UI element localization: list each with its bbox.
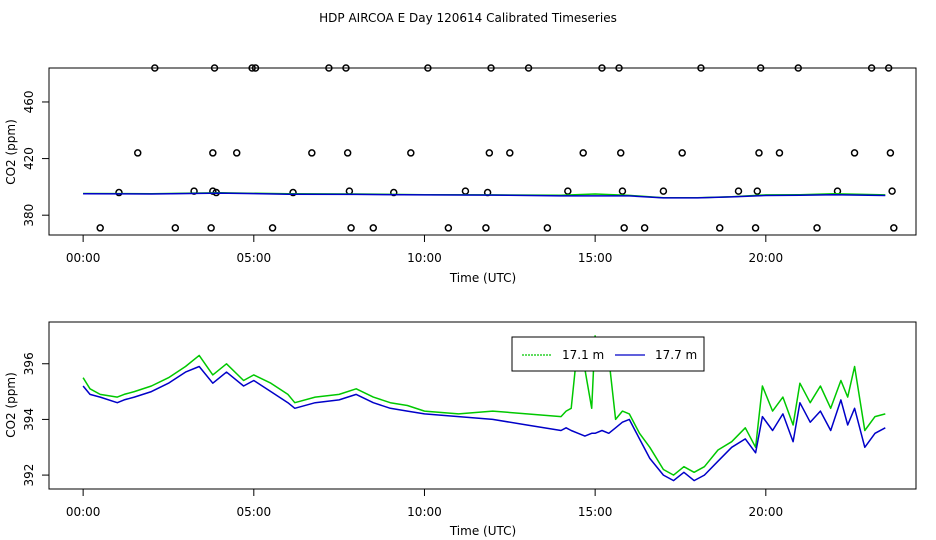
figure-title: HDP AIRCOA E Day 120614 Calibrated Times… — [319, 11, 617, 25]
calibration-point — [325, 64, 333, 72]
calibration-point — [308, 149, 316, 157]
y-tick-label: 396 — [22, 352, 36, 375]
calibration-point — [678, 149, 686, 157]
calibration-point — [133, 149, 142, 157]
legend-box — [511, 336, 705, 372]
calibration-point — [209, 187, 217, 195]
calibration-point — [232, 149, 241, 157]
y-tick-label: 394 — [22, 408, 36, 431]
calibration-point — [251, 64, 260, 72]
calibration-point — [390, 188, 398, 197]
calibration-point — [794, 64, 802, 72]
series-line-17-7-m — [83, 192, 886, 199]
calibration-point — [343, 149, 352, 157]
calibration-scatter-panel: 00:00 05:00 10:00 15:00 20:00 380 420 460 Time… — [4, 64, 917, 285]
calibration-point — [424, 64, 432, 72]
x-tick-label: 10:00 — [407, 251, 442, 265]
calibration-point — [564, 187, 572, 195]
x-axis-label-1: Time (UTC) — [449, 271, 516, 285]
calibration-point — [207, 224, 215, 232]
calibration-point — [888, 187, 896, 195]
calibration-point — [171, 224, 180, 232]
co2-timeseries-panel: 00:00 05:00 10:00 15:00 20:00 392 394 396 Time… — [4, 321, 917, 538]
calibration-point — [506, 149, 514, 157]
calibration-point — [342, 64, 350, 72]
calibration-point — [850, 149, 859, 157]
calibration-point — [640, 224, 649, 232]
calibration-point — [461, 187, 470, 195]
y-axis-label-2: CO2 (ppm) — [4, 372, 18, 438]
calibration-point — [210, 64, 219, 72]
calibration-point — [715, 224, 724, 232]
x-tick-label: 05:00 — [237, 251, 272, 265]
calibration-point — [444, 224, 453, 232]
x-tick-label: 20:00 — [749, 251, 784, 265]
calibration-point — [115, 188, 123, 197]
x-tick-label: 10:00 — [407, 505, 442, 519]
legend-label-17-1m: 17.1 m — [562, 348, 604, 362]
calibration-point — [751, 224, 760, 232]
calibration-point — [579, 149, 587, 157]
calibration-point — [697, 64, 705, 72]
calibration-point — [620, 224, 628, 232]
y-tick-label: 420 — [22, 147, 36, 170]
calibration-point — [347, 224, 355, 232]
plot-frame-1 — [48, 67, 917, 236]
legend-label-17-7m: 17.7 m — [655, 348, 697, 362]
series-line-17-7-m — [82, 365, 886, 482]
x-tick-label: 00:00 — [66, 505, 101, 519]
calibration-point — [289, 188, 297, 197]
calibration-point — [867, 64, 876, 72]
calibration-point — [543, 224, 552, 232]
calibration-point — [248, 64, 256, 72]
calibration-point — [96, 224, 104, 232]
calibration-point — [753, 187, 762, 195]
calibration-point — [886, 149, 895, 157]
calibration-point — [268, 224, 277, 232]
x-tick-label: 15:00 — [578, 505, 613, 519]
y-tick-label: 392 — [22, 464, 36, 487]
legend: 17.1 m 17.7 m — [511, 336, 705, 372]
calibration-point — [151, 64, 159, 72]
calibration-point — [615, 64, 623, 72]
calibration-point — [482, 224, 490, 232]
calibration-point — [407, 149, 415, 157]
calibration-point — [755, 149, 763, 157]
calibration-point — [890, 224, 898, 232]
x-tick-label: 00:00 — [66, 251, 101, 265]
calibration-point — [485, 149, 494, 157]
x-axis-label-2: Time (UTC) — [449, 524, 516, 538]
calibration-point — [813, 224, 821, 232]
calibration-point — [775, 149, 784, 157]
calibration-point — [209, 149, 217, 157]
x-tick-label: 05:00 — [237, 505, 272, 519]
calibration-point — [734, 187, 743, 195]
calibration-point — [884, 64, 893, 72]
calibration-point — [487, 64, 495, 72]
x-tick-label: 20:00 — [749, 505, 784, 519]
y-axis-label-1: CO2 (ppm) — [4, 119, 18, 185]
calibration-point — [756, 64, 765, 72]
plot-frame-2 — [48, 321, 917, 490]
y-tick-label: 380 — [22, 204, 36, 227]
x-tick-label: 15:00 — [578, 251, 613, 265]
calibration-point — [616, 149, 625, 157]
calibration-point — [369, 224, 378, 232]
series-line-17-1-m — [82, 335, 886, 476]
calibration-point — [618, 187, 627, 195]
y-tick-label: 460 — [22, 91, 36, 114]
calibration-point — [598, 64, 606, 72]
calibration-point — [659, 187, 668, 195]
calibration-point — [524, 64, 533, 72]
